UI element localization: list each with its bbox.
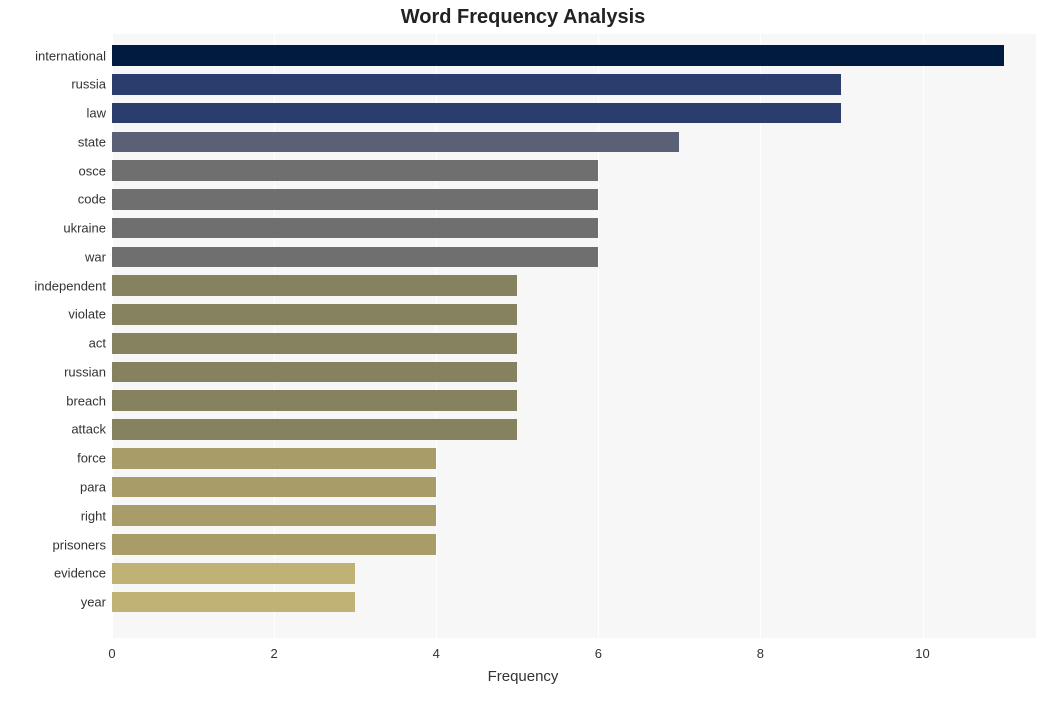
bar bbox=[112, 45, 1004, 66]
bar bbox=[112, 218, 598, 239]
x-tick-label: 6 bbox=[595, 646, 602, 661]
x-axis-title: Frequency bbox=[0, 668, 1046, 685]
y-tick-label: act bbox=[89, 336, 106, 351]
y-tick-label: attack bbox=[71, 422, 106, 437]
bar bbox=[112, 103, 841, 124]
y-tick-label: code bbox=[78, 192, 106, 207]
bar bbox=[112, 247, 598, 268]
chart-title: Word Frequency Analysis bbox=[0, 6, 1046, 29]
y-tick-label: para bbox=[80, 480, 106, 495]
y-tick-label: prisoners bbox=[53, 537, 106, 552]
x-tick-label: 0 bbox=[108, 646, 115, 661]
bar bbox=[112, 563, 355, 584]
bar bbox=[112, 477, 436, 498]
x-tick-label: 8 bbox=[757, 646, 764, 661]
bar bbox=[112, 592, 355, 613]
y-tick-label: right bbox=[81, 508, 106, 523]
bar bbox=[112, 189, 598, 210]
bar bbox=[112, 390, 517, 411]
bar bbox=[112, 160, 598, 181]
bar bbox=[112, 534, 436, 555]
bar bbox=[112, 505, 436, 526]
x-tick-label: 10 bbox=[915, 646, 929, 661]
bar bbox=[112, 304, 517, 325]
y-tick-label: russian bbox=[64, 364, 106, 379]
y-tick-label: state bbox=[78, 134, 106, 149]
y-tick-label: ukraine bbox=[63, 221, 106, 236]
bar bbox=[112, 362, 517, 383]
bar bbox=[112, 275, 517, 296]
y-tick-label: osce bbox=[79, 163, 106, 178]
bar bbox=[112, 132, 679, 153]
y-tick-label: international bbox=[35, 48, 106, 63]
y-tick-label: year bbox=[81, 595, 106, 610]
y-tick-label: war bbox=[85, 249, 106, 264]
bar bbox=[112, 419, 517, 440]
chart-container: Word Frequency Analysis international rus… bbox=[0, 0, 1046, 701]
y-tick-label: law bbox=[86, 106, 106, 121]
bar bbox=[112, 333, 517, 354]
plot-area bbox=[112, 34, 1036, 638]
y-tick-label: breach bbox=[66, 393, 106, 408]
bar bbox=[112, 74, 841, 95]
gridline bbox=[760, 34, 761, 638]
y-tick-label: violate bbox=[68, 307, 106, 322]
bar bbox=[112, 448, 436, 469]
x-tick-label: 4 bbox=[433, 646, 440, 661]
y-tick-label: independent bbox=[34, 278, 106, 293]
y-tick-label: evidence bbox=[54, 566, 106, 581]
gridline bbox=[923, 34, 924, 638]
x-tick-label: 2 bbox=[270, 646, 277, 661]
y-tick-label: force bbox=[77, 451, 106, 466]
y-tick-label: russia bbox=[71, 77, 106, 92]
gridline bbox=[598, 34, 599, 638]
